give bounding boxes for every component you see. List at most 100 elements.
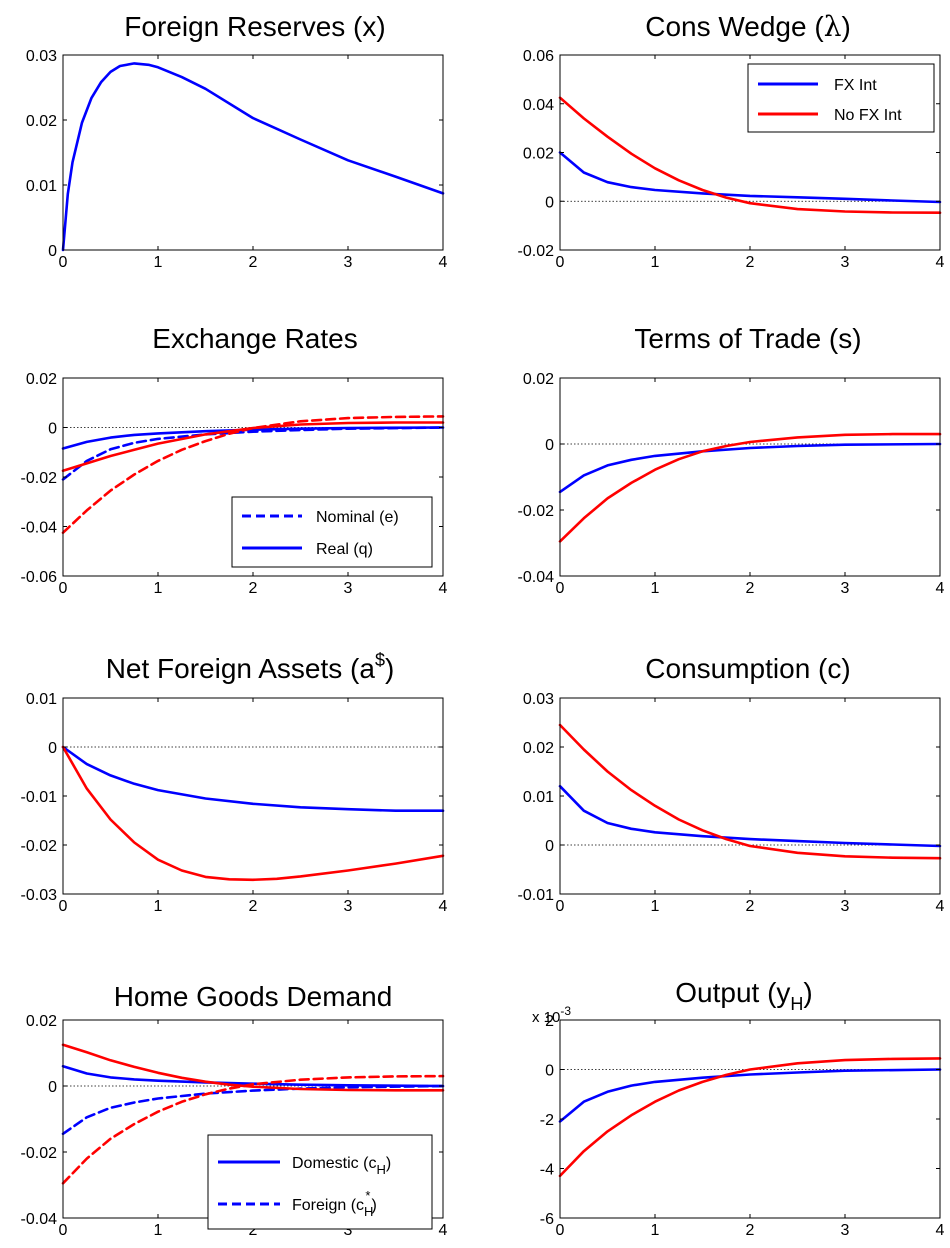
x-tick-label: 1 <box>154 254 163 271</box>
series-line-red-solid <box>558 432 942 543</box>
x-tick-label: 2 <box>249 580 258 597</box>
x-tick-label: 4 <box>936 580 945 597</box>
x-tick-label: 4 <box>439 898 448 915</box>
x-tick-label: 2 <box>746 254 755 271</box>
y-tick-label: -0.02 <box>21 470 58 487</box>
legend-label-nominal: Nominal (e) <box>316 509 399 526</box>
axes-box <box>559 1019 941 1219</box>
x-tick-label: 0 <box>59 898 68 915</box>
y-tick-label: -0.04 <box>21 1211 58 1228</box>
legend-exchange: Nominal (e) Real (q) <box>231 496 433 568</box>
panel-title: Net Foreign Assets (a$) <box>106 650 395 684</box>
x-tick-label: 0 <box>556 580 565 597</box>
x-tick-label: 2 <box>249 898 258 915</box>
y-tick-label: 0 <box>48 740 57 757</box>
series-line-red-solid <box>61 1043 445 1092</box>
y-tick-label: 0.06 <box>523 48 554 65</box>
plot-area: 0 1 2 3 4 -0.03 -0.02 -0.01 0 0.01 <box>21 691 448 915</box>
x-tick-label: 4 <box>936 898 945 915</box>
y-tick-label: 0 <box>545 838 554 855</box>
y-tick-label: 0.02 <box>26 113 57 130</box>
panel-home-goods-demand: Home Goods Demand 0 1 2 3 4 -0.04 -0.02 0 0.02 D… <box>21 981 448 1239</box>
y-tick-label: -0.02 <box>518 503 555 520</box>
x-tick-label: 2 <box>746 898 755 915</box>
legend-label-real: Real (q) <box>316 541 373 558</box>
x-tick-label: 1 <box>651 898 660 915</box>
axes-box <box>559 697 941 895</box>
x-tick-label: 4 <box>936 1222 945 1239</box>
x-tick-label: 3 <box>841 580 850 597</box>
legend-label-nofx: No FX Int <box>834 107 902 124</box>
y-tick-label: 0.02 <box>523 371 554 388</box>
x-tick-label: 3 <box>344 1222 353 1239</box>
plot-area: 0 1 2 3 4 -0.04 -0.02 0 0.02 <box>518 371 945 597</box>
plot-area: 0 1 2 3 4 -6 -4 -2 0 2 <box>540 1013 945 1239</box>
series-line-red-solid <box>61 421 445 473</box>
y-tick-label: 0.01 <box>26 178 57 195</box>
x-tick-label: 1 <box>154 1222 163 1239</box>
series-line-red-dashed <box>61 1074 445 1185</box>
x-tick-label: 3 <box>841 898 850 915</box>
x-tick-label: 3 <box>344 898 353 915</box>
x-tick-label: 0 <box>556 1222 565 1239</box>
y-tick-label: -0.01 <box>518 887 555 904</box>
y-tick-label: -0.02 <box>21 838 58 855</box>
y-tick-label: 0.03 <box>523 691 554 708</box>
series-line-red-solid <box>558 96 942 214</box>
y-tick-label: -0.04 <box>21 520 58 537</box>
x-tick-label: 3 <box>344 254 353 271</box>
axes-box <box>559 377 941 577</box>
y-tick-label: 0.02 <box>26 371 57 388</box>
y-tick-label: -0.02 <box>518 243 555 260</box>
y-tick-label: 0.04 <box>523 97 554 114</box>
y-tick-label: -6 <box>540 1211 554 1228</box>
series-line-blue-solid <box>61 745 445 813</box>
x-tick-label: 3 <box>344 580 353 597</box>
y-tick-label: -0.03 <box>21 887 58 904</box>
y-tick-label: -4 <box>540 1162 554 1179</box>
y-tick-label: 0.01 <box>26 691 57 708</box>
series-line-red-solid <box>61 745 445 882</box>
x-tick-label: 1 <box>651 580 660 597</box>
series-line-blue-solid <box>558 151 942 204</box>
panel-foreign-reserves: Foreign Reserves (x) 0 1 2 3 4 0 0.01 0.02 0.03 <box>26 11 448 271</box>
x-tick-label: 4 <box>936 254 945 271</box>
plot-area: 0 1 2 3 4 -0.06 -0.04 -0.02 0 0.02 <box>21 371 448 597</box>
y-tick-label: 0.02 <box>523 146 554 163</box>
x-tick-label: 1 <box>154 580 163 597</box>
y-tick-label: 2 <box>545 1013 554 1030</box>
title-subscript: H <box>790 994 803 1014</box>
panel-title: Cons Wedge (λ) <box>645 10 851 43</box>
series-line-blue-solid <box>558 442 942 494</box>
x-tick-label: 2 <box>746 1222 755 1239</box>
panel-net-foreign-assets: Net Foreign Assets (a$) 0 1 2 3 4 -0.03 -0.02 -… <box>21 650 448 915</box>
panel-title: Consumption (c) <box>645 653 850 684</box>
legend-label-foreign: Foreign (cH*) <box>292 1188 377 1219</box>
series-line-blue-solid <box>61 426 445 450</box>
series-line-red-solid <box>558 1057 942 1178</box>
panel-title: Foreign Reserves (x) <box>124 11 385 42</box>
series-line-blue-solid <box>558 784 942 848</box>
x-tick-label: 0 <box>59 580 68 597</box>
x-tick-label: 4 <box>439 254 448 271</box>
x-tick-label: 2 <box>746 580 755 597</box>
axes-box <box>62 54 444 251</box>
y-tick-label: 0 <box>545 194 554 211</box>
series-line-blue-solid <box>61 62 445 252</box>
x-tick-label: 0 <box>59 1222 68 1239</box>
x-tick-label: 4 <box>439 580 448 597</box>
y-tick-label: 0 <box>48 421 57 438</box>
y-tick-label: 0.02 <box>523 740 554 757</box>
x-tick-label: 3 <box>841 1222 850 1239</box>
y-tick-label: 0.03 <box>26 48 57 65</box>
x-tick-label: 1 <box>651 254 660 271</box>
plot-area: 0 1 2 3 4 0 0.01 0.02 0.03 <box>26 48 448 271</box>
panel-title: Home Goods Demand <box>114 981 393 1012</box>
x-tick-label: 0 <box>556 254 565 271</box>
legend-fx: FX Int No FX Int <box>747 63 935 133</box>
x-tick-label: 1 <box>154 898 163 915</box>
